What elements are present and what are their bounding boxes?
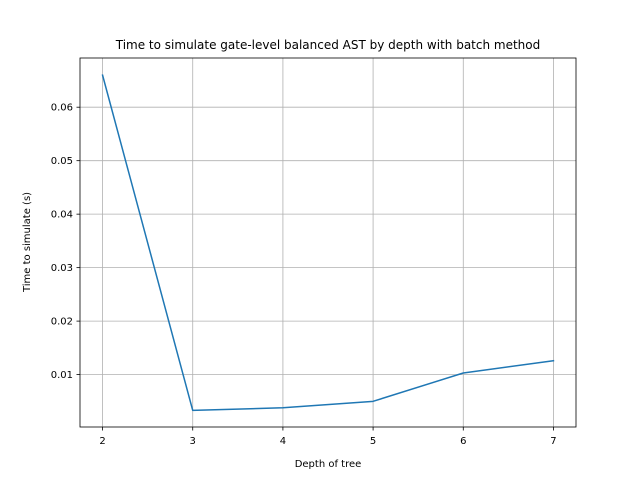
data-point xyxy=(282,407,284,409)
data-point xyxy=(102,74,104,76)
y-tick-label: 0.03 xyxy=(51,263,73,274)
plot-frame xyxy=(79,57,577,428)
x-tick-label: 7 xyxy=(550,436,556,447)
data-point xyxy=(462,372,464,374)
chart-title: Time to simulate gate-level balanced AST… xyxy=(115,38,540,52)
y-axis-label: Time to simulate (s) xyxy=(22,192,33,293)
y-tick-label: 0.04 xyxy=(51,210,73,221)
x-tick-label: 5 xyxy=(370,436,376,447)
y-tick-label: 0.05 xyxy=(51,156,73,167)
x-tick-label: 6 xyxy=(460,436,466,447)
x-axis-label: Depth of tree xyxy=(295,459,362,470)
x-tick-label: 2 xyxy=(99,436,105,447)
grid-lines xyxy=(80,58,576,427)
tick-labels: 2 3 4 5 6 7 0.01 0.02 0.03 0.04 0.05 0.06 xyxy=(51,103,557,447)
series-lines xyxy=(101,74,555,412)
data-point xyxy=(372,401,374,403)
y-tick-label: 0.06 xyxy=(51,103,73,114)
y-tick-label: 0.02 xyxy=(51,317,73,328)
x-tick-label: 4 xyxy=(280,436,286,447)
y-tick-label: 0.01 xyxy=(51,370,73,381)
plot-area xyxy=(80,58,576,427)
data-point xyxy=(553,360,555,362)
x-tick-label: 3 xyxy=(190,436,196,447)
data-point xyxy=(192,410,194,412)
series-line xyxy=(101,74,555,412)
axis-ticks xyxy=(76,106,554,431)
